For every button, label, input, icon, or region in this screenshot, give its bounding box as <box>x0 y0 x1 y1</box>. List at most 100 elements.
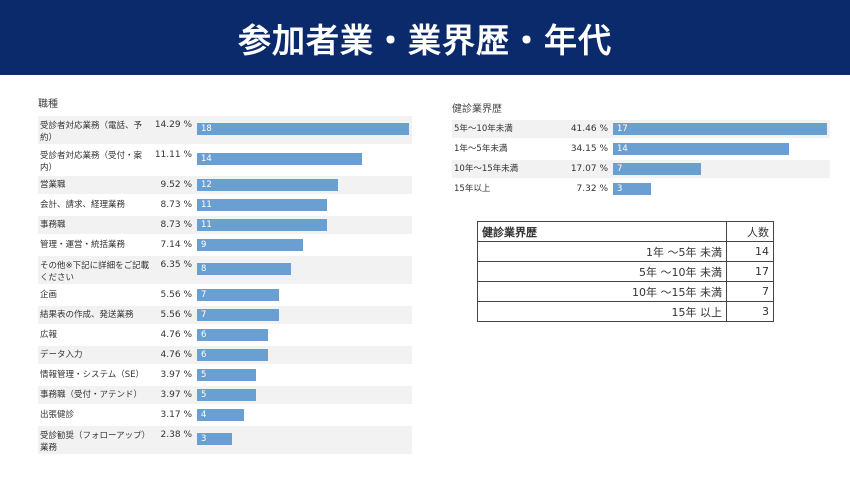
bar: 17 <box>613 123 827 135</box>
category-label: 情報管理・システム（SE） <box>40 370 145 380</box>
bar: 3 <box>197 433 233 445</box>
bar-row: 情報管理・システム（SE） 3.97 % 5 <box>38 366 412 384</box>
bar-row: 1年〜5年未満 34.15 % 14 <box>452 140 830 158</box>
bar-row: 事務職 8.73 % 11 <box>38 216 412 234</box>
bar: 11 <box>197 219 327 231</box>
percent-label: 9.52 % <box>160 180 192 190</box>
category-label: データ入力 <box>40 350 83 360</box>
experience-summary-table: 健診業界歴 人数 1年 〜5年 未満 14 5年 〜10年 未満 17 10年 … <box>477 221 774 322</box>
category-label: 結果表の作成、発送業務 <box>40 310 134 320</box>
bar: 5 <box>197 369 256 381</box>
bar-row: 広報 4.76 % 6 <box>38 326 412 344</box>
table-cell-category: 10年 〜15年 未満 <box>477 281 727 302</box>
table-cell-count: 7 <box>726 281 774 302</box>
bar-value-label: 8 <box>201 264 207 274</box>
bar-value-label: 17 <box>617 124 628 134</box>
percent-label: 34.15 % <box>570 144 608 154</box>
category-label: 5年〜10年未満 <box>454 124 513 134</box>
bar-row: 受診勧奨（フォローアップ）業務 2.38 % 3 <box>38 426 412 454</box>
bar-row: 営業職 9.52 % 12 <box>38 176 412 194</box>
bar-value-label: 6 <box>201 330 207 340</box>
table-row: 1年 〜5年 未満 14 <box>477 241 774 262</box>
percent-label: 17.07 % <box>570 164 608 174</box>
table-header-category: 健診業界歴 <box>477 221 727 242</box>
bar: 7 <box>197 309 280 321</box>
bar: 18 <box>197 123 409 135</box>
bar: 5 <box>197 389 256 401</box>
bar-value-label: 11 <box>201 200 212 210</box>
percent-label: 41.46 % <box>570 124 608 134</box>
chart-title-experience: 健診業界歴 <box>452 104 502 115</box>
bar: 6 <box>197 349 268 361</box>
bar: 7 <box>613 163 702 175</box>
category-label: 会計、請求、経理業務 <box>40 200 126 210</box>
percent-label: 7.14 % <box>160 240 192 250</box>
bar: 4 <box>197 409 245 421</box>
bar-value-label: 14 <box>201 154 212 164</box>
category-label: 1年〜5年未満 <box>454 144 508 154</box>
bar-value-label: 12 <box>201 180 212 190</box>
bar-row: 10年〜15年未満 17.07 % 7 <box>452 160 830 178</box>
bar-value-label: 3 <box>617 184 623 194</box>
bar-value-label: 14 <box>617 144 628 154</box>
category-label: 事務職 <box>40 220 66 230</box>
bar: 11 <box>197 199 327 211</box>
table-row: 10年 〜15年 未満 7 <box>477 281 774 302</box>
category-label: 15年以上 <box>454 184 491 194</box>
bar: 7 <box>197 289 280 301</box>
percent-label: 4.76 % <box>160 330 192 340</box>
category-label: 企画 <box>40 290 58 300</box>
bar-value-label: 7 <box>201 290 207 300</box>
percent-label: 3.17 % <box>160 410 192 420</box>
category-label: その他※下記に詳細をご記載ください <box>40 261 150 283</box>
category-label: 受診勧奨（フォローアップ）業務 <box>40 431 151 453</box>
bar-row: 15年以上 7.32 % 3 <box>452 180 830 198</box>
category-label: 事務職（受付・アテンド） <box>40 390 143 400</box>
category-label: 受診者対応業務（電話、予約） <box>40 121 143 143</box>
percent-label: 5.56 % <box>160 290 192 300</box>
percent-label: 3.97 % <box>160 390 192 400</box>
bar: 12 <box>197 179 339 191</box>
bar: 3 <box>613 183 651 195</box>
bar-row: 受診者対応業務（電話、予約） 14.29 % 18 <box>38 116 412 144</box>
bar-row: その他※下記に詳細をご記載ください 6.35 % 8 <box>38 256 412 284</box>
percent-label: 6.35 % <box>160 260 192 270</box>
percent-label: 11.11 % <box>154 150 192 160</box>
category-label: 10年〜15年未満 <box>454 164 519 174</box>
bar-value-label: 4 <box>201 410 207 420</box>
bar-value-label: 7 <box>617 164 623 174</box>
percent-label: 4.76 % <box>160 350 192 360</box>
bar-row: 管理・運営・統括業務 7.14 % 9 <box>38 236 412 254</box>
percent-label: 14.29 % <box>154 120 192 130</box>
category-label: 営業職 <box>40 180 66 190</box>
table-row: 5年 〜10年 未満 17 <box>477 261 774 282</box>
bar-row: 5年〜10年未満 41.46 % 17 <box>452 120 830 138</box>
percent-label: 8.73 % <box>160 220 192 230</box>
slide-title: 参加者業・業界歴・年代 <box>238 20 612 60</box>
bar-row: データ入力 4.76 % 6 <box>38 346 412 364</box>
table-cell-category: 1年 〜5年 未満 <box>477 241 727 262</box>
bar-value-label: 3 <box>201 434 207 444</box>
bar-value-label: 6 <box>201 350 207 360</box>
bar-row: 企画 5.56 % 7 <box>38 286 412 304</box>
table-cell-count: 3 <box>726 301 774 322</box>
bar-row: 出張健診 3.17 % 4 <box>38 406 412 424</box>
bar-row: 事務職（受付・アテンド） 3.97 % 5 <box>38 386 412 404</box>
bar: 14 <box>613 143 790 155</box>
table-row: 15年 以上 3 <box>477 301 774 322</box>
percent-label: 7.32 % <box>576 184 608 194</box>
bar: 14 <box>197 153 362 165</box>
bar: 8 <box>197 263 292 275</box>
title-banner: 参加者業・業界歴・年代 <box>0 0 850 75</box>
table-header-row: 健診業界歴 人数 <box>477 221 774 242</box>
percent-label: 8.73 % <box>160 200 192 210</box>
category-label: 広報 <box>40 330 58 340</box>
bar-row: 会計、請求、経理業務 8.73 % 11 <box>38 196 412 214</box>
bar-value-label: 18 <box>201 124 212 134</box>
bar-row: 結果表の作成、発送業務 5.56 % 7 <box>38 306 412 324</box>
table-cell-category: 5年 〜10年 未満 <box>477 261 727 282</box>
table-cell-count: 17 <box>726 261 774 282</box>
bar-value-label: 5 <box>201 370 207 380</box>
category-label: 受診者対応業務（受付・案内） <box>40 151 143 173</box>
percent-label: 5.56 % <box>160 310 192 320</box>
